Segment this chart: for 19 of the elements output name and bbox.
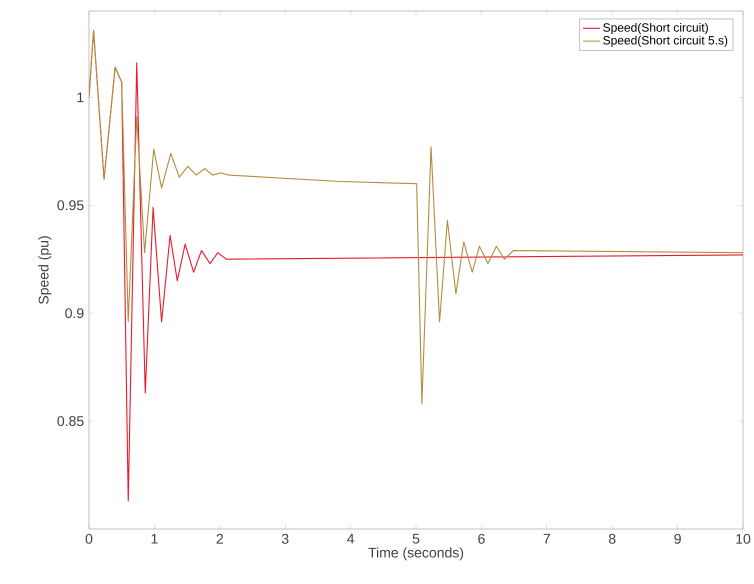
y-axis-title: Speed (pu) bbox=[38, 236, 52, 304]
x-tick-label: 9 bbox=[674, 534, 681, 544]
y-tick-label: 0.9 bbox=[65, 308, 84, 318]
x-tick-label: 5 bbox=[412, 534, 420, 544]
x-tick-label: 7 bbox=[544, 534, 550, 544]
x-tick-label: 0 bbox=[86, 534, 92, 544]
x-axis-title: Time (seconds) bbox=[368, 547, 464, 560]
x-tick-label: 8 bbox=[608, 534, 616, 544]
x-tick-label: 6 bbox=[478, 534, 485, 544]
x-tick-label: 4 bbox=[347, 534, 354, 544]
legend-label: Speed(Short circuit) bbox=[603, 22, 708, 34]
x-tick-label: 1 bbox=[152, 534, 158, 544]
x-tick-label: 3 bbox=[282, 534, 288, 544]
legend-label: Speed(Short circuit 5.s) bbox=[603, 36, 728, 47]
y-tick-label: 0.95 bbox=[57, 200, 84, 210]
y-tick-label: 1 bbox=[77, 92, 84, 102]
x-tick-label: 10 bbox=[736, 534, 750, 544]
y-tick-label: 0.85 bbox=[57, 416, 84, 426]
x-tick-label: 2 bbox=[216, 534, 223, 544]
